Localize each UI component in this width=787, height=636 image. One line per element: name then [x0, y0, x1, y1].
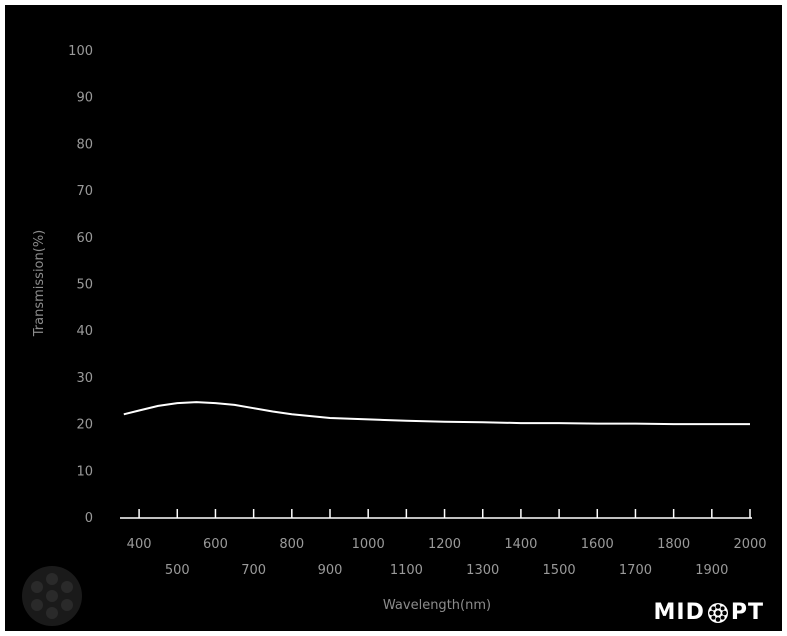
watermark-lens-icon — [22, 566, 82, 626]
y-tick-label: 50 — [76, 278, 93, 293]
x-tick-label-upper: 1600 — [581, 537, 614, 552]
x-axis-title: Wavelength(nm) — [383, 598, 491, 613]
y-tick-label: 20 — [76, 418, 93, 433]
y-axis-title: Transmission(%) — [32, 230, 47, 337]
x-tick-label-upper: 600 — [203, 537, 228, 552]
logo-text-left: MID — [653, 600, 705, 625]
transmission-series-line — [123, 401, 750, 426]
x-tick-label-upper: 2000 — [733, 537, 766, 552]
x-tick-label-lower: 1900 — [695, 563, 728, 578]
x-tick-label-upper: 800 — [279, 537, 304, 552]
y-tick-label: 0 — [85, 511, 93, 526]
chart-frame: 0 10 20 30 40 50 60 70 80 90 100 400 600 800 1000 1200… — [5, 5, 782, 631]
y-tick-label: 30 — [76, 371, 93, 386]
y-tick-label: 10 — [76, 464, 93, 479]
x-tick-label-upper: 1800 — [657, 537, 690, 552]
flower-gear-icon — [707, 602, 728, 623]
y-tick-label: 60 — [76, 231, 93, 246]
x-tick-label-lower: 1500 — [543, 563, 576, 578]
y-tick-labels: 0 10 20 30 40 50 60 70 80 90 100 — [68, 44, 93, 526]
x-tick-label-lower: 1300 — [466, 563, 499, 578]
x-tick-label-lower: 1100 — [390, 563, 423, 578]
x-tick-label-upper: 1000 — [352, 537, 385, 552]
x-tick-label-lower: 900 — [318, 563, 343, 578]
y-tick-label: 40 — [76, 324, 93, 339]
x-tick-label-upper: 1200 — [428, 537, 461, 552]
transmission-chart: 0 10 20 30 40 50 60 70 80 90 100 400 600 800 1000 1200… — [32, 44, 767, 613]
logo-text-right: PT — [730, 600, 764, 625]
x-tick-label-lower: 500 — [165, 563, 190, 578]
x-tick-label-lower: 1700 — [619, 563, 652, 578]
plot-area — [123, 401, 750, 426]
y-tick-label: 100 — [68, 44, 93, 59]
x-tick-label-lower: 700 — [241, 563, 266, 578]
x-axis — [120, 509, 752, 519]
y-tick-label: 80 — [76, 137, 93, 152]
y-tick-label: 70 — [76, 184, 93, 199]
y-tick-label: 90 — [76, 91, 93, 106]
x-tick-label-upper: 1400 — [504, 537, 537, 552]
x-tick-labels: 400 600 800 1000 1200 1400 1600 1800 2000 500 700 9… — [127, 537, 767, 578]
midopt-logo: MID PT — [654, 600, 764, 625]
x-tick-label-upper: 400 — [127, 537, 152, 552]
